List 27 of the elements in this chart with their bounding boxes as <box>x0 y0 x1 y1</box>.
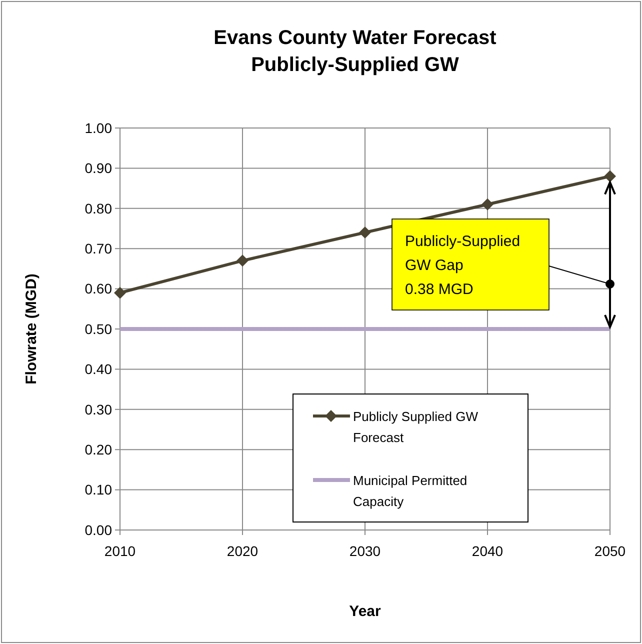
x-tick-label: 2050 <box>594 543 626 559</box>
y-tick-label: 1.00 <box>84 120 112 136</box>
y-tick-label: 0.20 <box>84 442 112 458</box>
y-tick-label: 0.70 <box>84 240 112 256</box>
point <box>114 286 126 299</box>
y-tick-label: 0.10 <box>84 482 112 498</box>
y-tick-label: 0.40 <box>84 361 112 378</box>
point <box>604 170 616 182</box>
y-tick-label: 0.50 <box>84 320 112 337</box>
y-tick-label: 0.00 <box>84 522 112 538</box>
annotation: Publicly-Supplied GW Gap 0.38 MGD <box>405 233 520 298</box>
legend-label: Publicly Supplied GW Forecast <box>353 409 479 445</box>
y-axis-title: Flowrate (MGD) <box>23 274 40 384</box>
y-tick-label: 0.80 <box>84 200 112 216</box>
x-tick-label: 2040 <box>472 543 504 559</box>
y-tick-label: 0.90 <box>84 160 112 176</box>
legend-label: Municipal Permitted Capacity <box>353 473 468 509</box>
point <box>482 198 494 210</box>
x-tick-label: 2030 <box>349 543 381 559</box>
x-tick-label: 2010 <box>104 543 136 559</box>
x-axis-title: Year <box>349 603 382 620</box>
point <box>359 226 371 239</box>
chart-title: Evans County Water Forecast Publicly-Supplied GW <box>214 27 497 76</box>
y-tick-label: 0.60 <box>84 280 112 297</box>
y-tick-label: 0.30 <box>84 401 112 418</box>
x-tick-label: 2020 <box>226 543 258 559</box>
point <box>236 254 248 267</box>
